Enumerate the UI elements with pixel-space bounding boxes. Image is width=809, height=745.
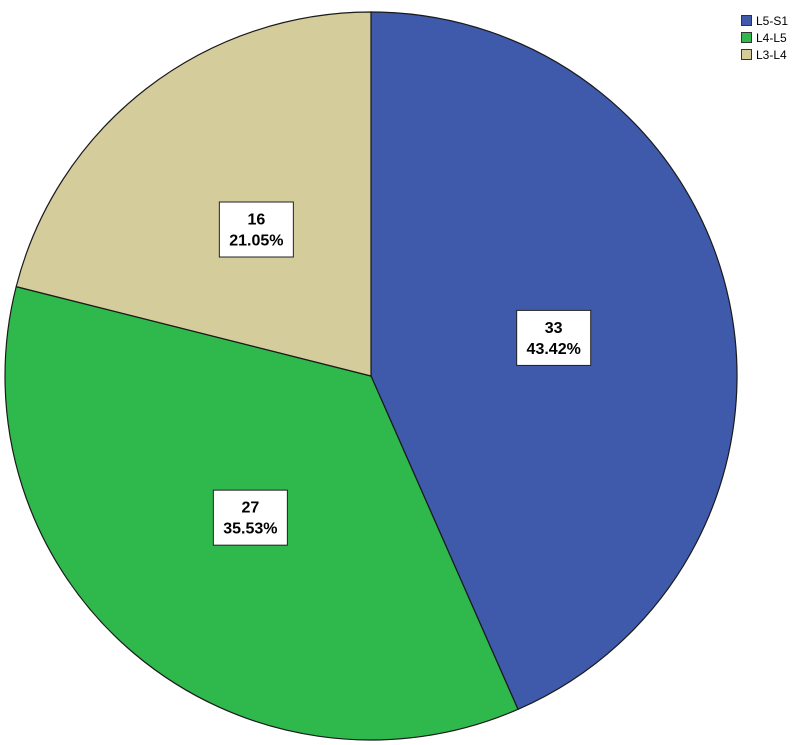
- legend-swatch: [741, 15, 752, 26]
- data-label-percent: 43.42%: [527, 341, 581, 358]
- data-label-l3-l4: 16 21.05%: [218, 201, 294, 258]
- data-label-l5-s1: 33 43.42%: [516, 309, 592, 366]
- data-label-percent: 21.05%: [229, 233, 283, 250]
- data-label-count: 16: [247, 212, 265, 229]
- data-label-count: 27: [241, 500, 259, 517]
- legend-item-l5-s1: L5-S1: [741, 12, 788, 29]
- legend: L5-S1 L4-L5 L3-L4: [741, 12, 788, 63]
- pie-slice-l3-l4: [15, 11, 372, 377]
- data-label-l4-l5: 27 35.53%: [212, 489, 288, 546]
- legend-item-l4-l5: L4-L5: [741, 29, 788, 46]
- legend-label: L4-L5: [756, 30, 787, 45]
- data-label-box: [212, 489, 288, 546]
- legend-swatch: [741, 49, 752, 60]
- data-label-box: [218, 201, 294, 258]
- data-label-box: [516, 309, 592, 366]
- legend-label: L3-L4: [756, 47, 787, 62]
- legend-swatch: [741, 32, 752, 43]
- data-label-count: 33: [545, 320, 563, 337]
- legend-label: L5-S1: [756, 13, 789, 28]
- legend-item-l3-l4: L3-L4: [741, 46, 788, 63]
- data-label-percent: 35.53%: [223, 521, 277, 538]
